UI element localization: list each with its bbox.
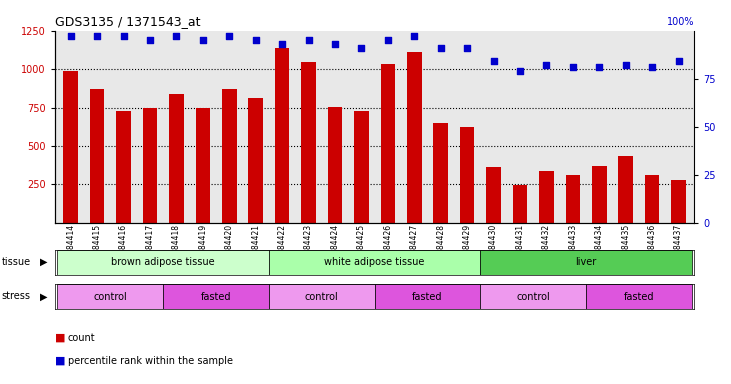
Text: fasted: fasted: [412, 291, 443, 302]
Point: [355, 45, 367, 51]
Bar: [222, 89, 237, 223]
Bar: [64, 71, 78, 223]
Bar: [163, 284, 269, 309]
Point: [646, 64, 658, 70]
Bar: [58, 284, 163, 309]
Bar: [169, 94, 183, 223]
Bar: [327, 107, 342, 223]
Text: ▶: ▶: [39, 257, 47, 267]
Point: [488, 58, 499, 65]
Bar: [374, 284, 480, 309]
Text: fasted: fasted: [201, 291, 231, 302]
Text: control: control: [94, 291, 127, 302]
Bar: [460, 127, 474, 223]
Bar: [269, 250, 480, 275]
Point: [224, 33, 235, 40]
Point: [65, 33, 77, 40]
Bar: [645, 175, 659, 223]
Text: white adipose tissue: white adipose tissue: [325, 257, 425, 267]
Text: tissue: tissue: [1, 257, 31, 267]
Bar: [480, 250, 692, 275]
Bar: [90, 89, 105, 223]
Bar: [433, 123, 448, 223]
Point: [144, 37, 156, 43]
Bar: [249, 98, 263, 223]
Text: fasted: fasted: [624, 291, 654, 302]
Point: [620, 62, 632, 68]
Text: control: control: [305, 291, 338, 302]
Point: [382, 37, 394, 43]
Bar: [671, 180, 686, 223]
Point: [409, 33, 420, 40]
Text: control: control: [516, 291, 550, 302]
Point: [514, 68, 526, 74]
Bar: [586, 284, 692, 309]
Bar: [301, 62, 316, 223]
Point: [91, 33, 103, 40]
Point: [197, 37, 208, 43]
Point: [435, 45, 447, 51]
Point: [461, 45, 473, 51]
Point: [303, 37, 314, 43]
Bar: [566, 175, 580, 223]
Text: ■: ■: [55, 356, 65, 366]
Bar: [58, 250, 269, 275]
Bar: [407, 52, 422, 223]
Point: [673, 58, 684, 65]
Bar: [381, 64, 395, 223]
Point: [329, 41, 341, 47]
Text: ■: ■: [55, 333, 65, 343]
Title: GDS3135 / 1371543_at: GDS3135 / 1371543_at: [55, 15, 200, 28]
Point: [276, 41, 288, 47]
Bar: [116, 111, 131, 223]
Text: percentile rank within the sample: percentile rank within the sample: [68, 356, 233, 366]
Bar: [592, 166, 607, 223]
Bar: [618, 156, 633, 223]
Bar: [269, 284, 374, 309]
Bar: [480, 284, 586, 309]
Bar: [486, 167, 501, 223]
Bar: [196, 108, 210, 223]
Text: liver: liver: [575, 257, 596, 267]
Text: stress: stress: [1, 291, 31, 301]
Bar: [539, 171, 553, 223]
Text: count: count: [68, 333, 96, 343]
Point: [170, 33, 182, 40]
Text: brown adipose tissue: brown adipose tissue: [111, 257, 215, 267]
Bar: [354, 111, 368, 223]
Point: [250, 37, 262, 43]
Bar: [275, 48, 289, 223]
Point: [541, 62, 553, 68]
Text: ▶: ▶: [39, 291, 47, 301]
Point: [594, 64, 605, 70]
Bar: [512, 185, 527, 223]
Bar: [143, 108, 157, 223]
Point: [118, 33, 129, 40]
Point: [567, 64, 579, 70]
Text: 100%: 100%: [667, 17, 694, 27]
